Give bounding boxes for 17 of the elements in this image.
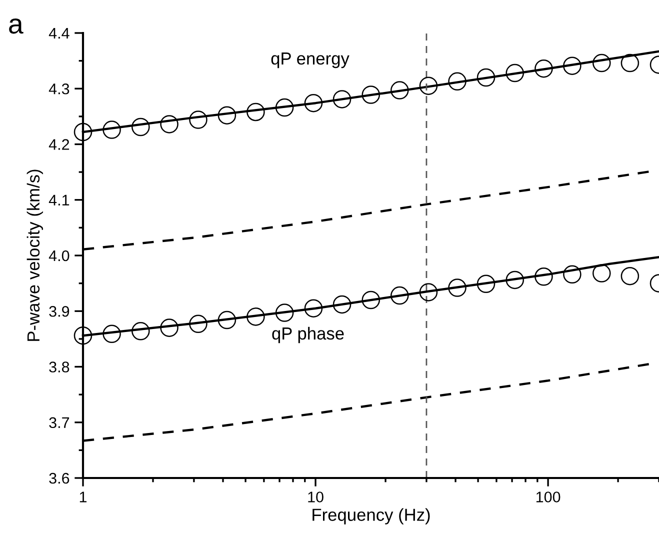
y-tick-label: 4.3 [48, 83, 70, 94]
x-tick-label: 100 [536, 492, 560, 502]
x-tick-label: 1 [80, 492, 87, 502]
x-axis-title: Frequency (Hz) [312, 508, 430, 524]
annotation: qP phase [272, 326, 344, 344]
y-tick-label: 4.0 [48, 250, 70, 262]
y-tick-label: 4.4 [48, 28, 70, 39]
y-tick-label: 3.9 [49, 306, 70, 317]
y-axis-title: P-wave velocity (km/s) [26, 170, 44, 341]
y-tick-label: 3.8 [49, 362, 70, 372]
x-tick-label: 10 [308, 492, 324, 502]
y-tick-label: 3.7 [49, 417, 70, 428]
y-tick-label: 3.6 [49, 472, 70, 484]
y-tick-label: 4.2 [48, 139, 70, 150]
text: a [9, 18, 24, 34]
y-tick-label: 4.1 [48, 194, 70, 206]
annotation: qP energy [271, 52, 350, 68]
